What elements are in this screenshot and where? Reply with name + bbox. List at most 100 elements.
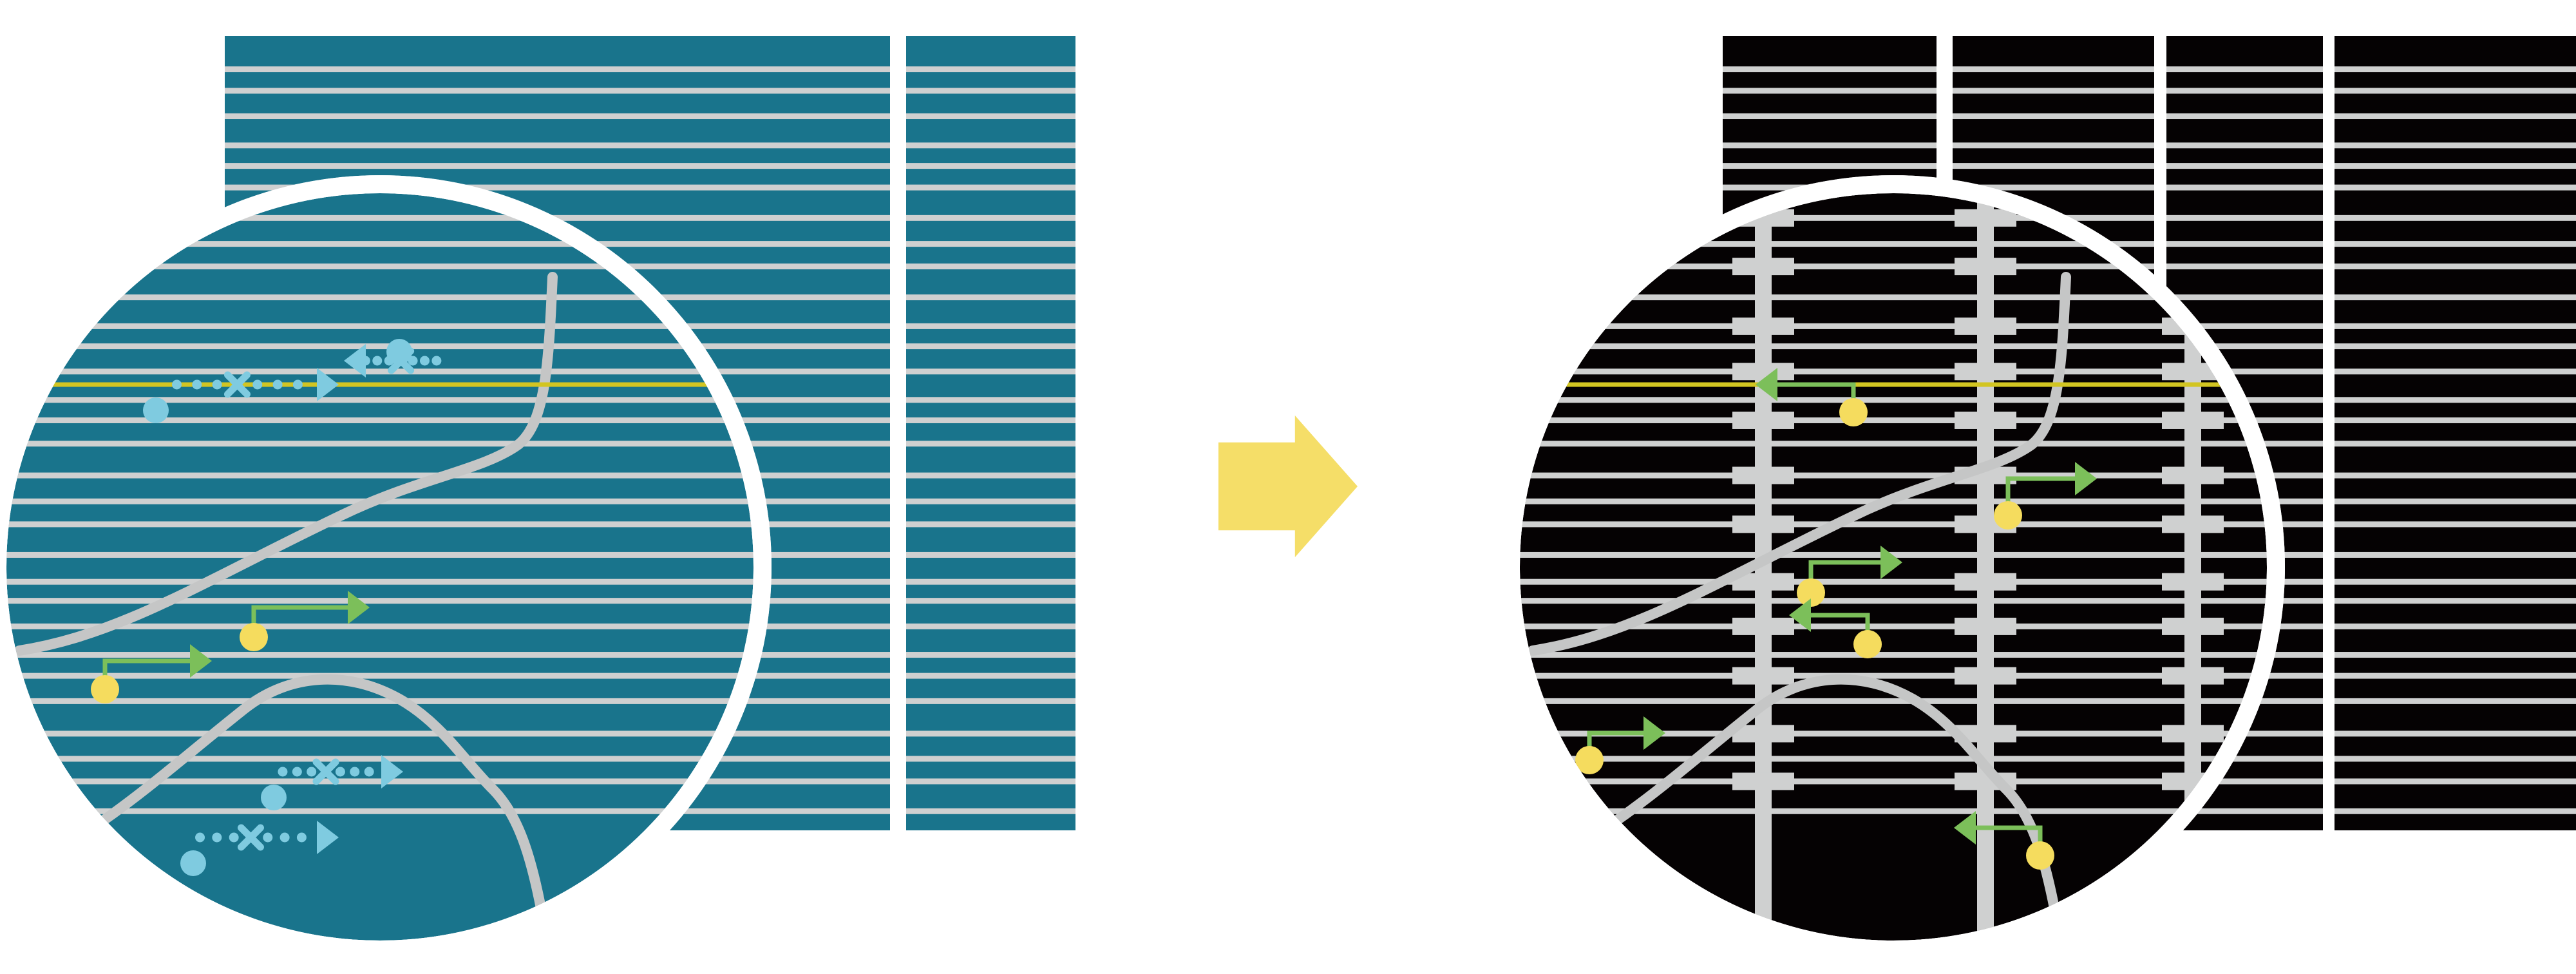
- stripe-line: [1520, 397, 2267, 403]
- stripe-line: [906, 498, 1075, 504]
- stripe-line: [2334, 368, 2576, 375]
- stripe-line: [6, 598, 753, 604]
- stripe-line: [906, 215, 1075, 221]
- stripe-line: [6, 808, 753, 814]
- after-map-column-4: [2334, 36, 2576, 830]
- stripe-line: [1953, 142, 2154, 149]
- stripe-line: [2334, 142, 2576, 149]
- trail-dot-icon: [212, 379, 222, 390]
- stem-arrow-marker: [240, 591, 370, 651]
- stripe-line: [1520, 215, 2267, 221]
- arrowhead-icon: [381, 755, 403, 788]
- grid-crossing-tick: [1732, 515, 1794, 533]
- stripe-line: [2334, 551, 2576, 558]
- stripe-line: [2334, 472, 2576, 479]
- arrowhead-icon: [2075, 462, 2097, 495]
- grid-crossing-tick: [2162, 515, 2224, 533]
- grid-crossing-tick: [1732, 317, 1794, 335]
- stripe-line: [1520, 652, 2267, 658]
- stripe-line: [2166, 808, 2323, 814]
- stripe-line: [906, 142, 1075, 149]
- stripe-line: [2334, 66, 2576, 73]
- stripe-line: [2334, 263, 2576, 270]
- stripe-line: [906, 441, 1075, 447]
- stripe-line: [2334, 163, 2576, 169]
- stripe-line: [6, 323, 753, 329]
- stripe-line: [2334, 598, 2576, 604]
- stripe-line: [2166, 163, 2323, 169]
- grid-crossing-tick: [2162, 725, 2224, 743]
- stripe-line: [6, 417, 753, 423]
- trail-dot-icon: [212, 832, 222, 843]
- road-lines: [14, 272, 558, 920]
- stem-arrow-marker: [91, 644, 212, 703]
- grid-crossing-tick: [1955, 317, 2016, 335]
- arrowhead-icon: [317, 368, 339, 401]
- stripe-line: [906, 778, 1075, 785]
- stripe-line: [2334, 417, 2576, 423]
- stripe-line: [225, 66, 890, 73]
- stripe-line: [2334, 521, 2576, 528]
- stripe-line: [1520, 417, 2267, 423]
- arrowhead-icon: [1789, 598, 1811, 632]
- yellow-dot-icon: [1839, 398, 1868, 426]
- trail-dot-icon: [292, 767, 302, 777]
- trail-dot-icon: [278, 767, 288, 777]
- stripe-line: [6, 698, 753, 704]
- stripe-line: [2166, 756, 2323, 762]
- stripe-line: [1953, 184, 2154, 191]
- dotted-arrow-marker: [143, 368, 339, 423]
- origin-dot-icon: [143, 397, 169, 423]
- lens-ring: [1502, 175, 2285, 959]
- stripe-line: [1953, 66, 2154, 73]
- stripe-line: [2166, 66, 2323, 73]
- yellow-dot-icon: [91, 675, 119, 703]
- stripe-line: [1723, 163, 1937, 169]
- stripe-line: [2166, 294, 2323, 301]
- stripe-line: [906, 756, 1075, 762]
- arrowhead-icon: [1643, 716, 1665, 750]
- stripe-line: [2334, 778, 2576, 785]
- before-lens-content: [6, 193, 753, 941]
- stripe-line: [2334, 397, 2576, 403]
- trail-dot-icon: [272, 379, 283, 390]
- trail-dot-icon: [263, 832, 273, 843]
- stripe-line: [1723, 113, 1937, 120]
- stripe-line: [906, 368, 1075, 375]
- stripe-line: [906, 521, 1075, 528]
- stripe-line: [2166, 368, 2323, 375]
- stripe-line: [2334, 652, 2576, 658]
- stripe-line: [906, 241, 1075, 247]
- stem-arrow-marker: [1994, 462, 2097, 530]
- stripe-line: [906, 184, 1075, 191]
- stripe-line: [1520, 521, 2267, 528]
- stripe-line: [1520, 368, 2267, 375]
- grid-crossing-tick: [1955, 411, 2016, 429]
- trail-dot-icon: [229, 832, 239, 843]
- stripe-line: [2334, 698, 2576, 704]
- stripe-line: [906, 673, 1075, 679]
- stripe-line: [2334, 623, 2576, 629]
- road-path: [14, 674, 547, 920]
- x-mark-icon: [312, 758, 339, 785]
- stripe-line: [1953, 113, 2154, 120]
- stripe-line: [2334, 578, 2576, 585]
- grid-crossing-tick: [1732, 772, 1794, 790]
- stripe-line: [2334, 215, 2576, 221]
- highlight-route-line: [6, 382, 753, 387]
- grid-crossing-tick: [2162, 617, 2224, 635]
- road-path: [1528, 272, 2071, 656]
- stripe-line: [2334, 808, 2576, 814]
- stripe-line: [2334, 756, 2576, 762]
- trail-dot-icon: [372, 356, 383, 366]
- stripe-line: [906, 623, 1075, 629]
- stem-arrow-marker: [1789, 598, 1882, 658]
- grid-crossing-tick: [1955, 617, 2016, 635]
- stripe-line: [2334, 441, 2576, 447]
- grid-crossing-tick: [1732, 667, 1794, 685]
- stem-arrow-marker: [1797, 546, 1902, 607]
- trail-dot-icon: [335, 767, 345, 777]
- stripe-line: [2334, 498, 2576, 504]
